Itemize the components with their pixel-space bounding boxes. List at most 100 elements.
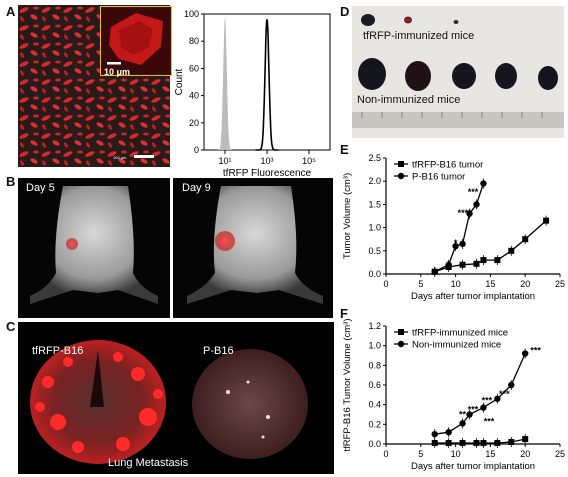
chart-e-point-circle	[459, 240, 466, 248]
panel-label-f: F	[340, 306, 348, 321]
histogram-ytick-label: 0	[194, 145, 199, 155]
chart-f-ytick-label: 0.8	[368, 360, 381, 370]
chart-e-ytick-label: 2.0	[368, 176, 381, 186]
chart-e-legend-label: tfRFP-B16 tumor	[412, 160, 483, 171]
chart-f-significance: ***	[468, 405, 479, 415]
chart-f-significance: ***	[530, 346, 541, 356]
chart-e-xtick-label: 5	[418, 279, 423, 289]
histogram-tfrfp-peak	[255, 19, 279, 151]
chart-f-xtick-label: 10	[451, 449, 461, 459]
immunized-mice-label: tfRFP-immunized mice	[363, 30, 475, 42]
chart-e-point-circle	[452, 242, 459, 250]
histogram-chart: 0 20 40 60 80 100 10¹ 10³ 10⁵ tfRFP Fluorescence…	[174, 9, 331, 177]
chart-f-point-square	[522, 436, 529, 443]
tumors-photo	[352, 6, 564, 138]
chart-e-xlabel: Days after tumor implantation	[411, 291, 535, 302]
chart-e-point-circle	[480, 180, 487, 187]
chart-f-point-circle	[431, 430, 438, 438]
chart-f-legend-label: Non-immunized mice	[412, 340, 501, 351]
microscopy-inset	[100, 6, 172, 76]
panel-label-e: E	[340, 142, 349, 157]
histogram-xlabel: tfRFP Fluorescence	[223, 168, 312, 177]
tumor-non-2	[405, 61, 431, 91]
chart-f-point-square	[459, 440, 466, 447]
chart-e-point-square	[480, 257, 487, 264]
chart-f-legend-marker	[398, 329, 404, 335]
chart-e-ytick-label: 1.0	[368, 223, 381, 233]
day9-label: Day 9	[182, 182, 211, 194]
tumor-immunized-2	[404, 16, 412, 24]
chart-f-point-square	[431, 440, 438, 447]
chart-f-ytick-label: 1.0	[368, 341, 381, 351]
chart-e-ytick-label: 0.0	[368, 269, 381, 279]
chart-f-ytick-label: 0.0	[368, 439, 381, 449]
mouse-image-day9	[173, 178, 333, 318]
chart-e-legend-marker	[397, 172, 405, 180]
chart-e-point-circle	[466, 210, 473, 217]
lung-left-label: tfRFP-B16	[32, 345, 84, 357]
histogram-ylabel: Count	[174, 68, 185, 95]
chart-f-xtick-label: 15	[485, 449, 495, 459]
chart-f-significance: **	[459, 409, 467, 419]
chart-f-significance: ***	[482, 396, 493, 406]
mouse-image-day5	[18, 178, 170, 318]
tumor-immunized-3	[453, 20, 459, 24]
tumor-non-4	[495, 63, 517, 89]
tumor-spot-small	[66, 238, 78, 250]
chart-e-ylabel: Tumor Volume (cm³)	[342, 173, 353, 259]
chart-f-xtick-label: 0	[383, 449, 388, 459]
lung-metastasis-label: Lung Metastasis	[108, 457, 189, 469]
microscopy-image	[18, 5, 170, 167]
chart-e-ytick-label: 2.5	[368, 153, 381, 163]
tumor-non-5	[538, 66, 558, 90]
chart-f-significance: ***	[499, 389, 510, 399]
chart-f-point-circle	[522, 350, 529, 357]
inset-scale-bar	[107, 62, 121, 65]
chart-f-point-square	[494, 440, 501, 447]
chart-f-point-square	[473, 440, 480, 447]
chart-f-ylabel: tfRFP-B16 Tumor Volume (cm³)	[342, 318, 353, 451]
histogram-ytick-label: 20	[189, 118, 199, 128]
histogram-ytick-label: 60	[189, 63, 199, 73]
chart-e-point-square	[508, 247, 515, 254]
chart-f-point-circle	[494, 395, 501, 402]
day5-label: Day 5	[26, 182, 55, 194]
histogram-ytick-label: 80	[189, 36, 199, 46]
chart-e-xtick-label: 15	[485, 279, 495, 289]
histogram-ytick-label: 40	[189, 91, 199, 101]
scale-bar-small	[134, 155, 154, 158]
chart-f-point-circle	[459, 420, 466, 427]
chart-e-legend-marker	[398, 161, 404, 167]
lung-metastasis-image	[18, 322, 334, 474]
chart-e-significance: ****	[458, 208, 473, 218]
chart-f-xlabel: Days after tumor implantation	[411, 461, 535, 472]
chart-e-point-square	[494, 257, 501, 264]
chart-f-significance: ***	[484, 416, 495, 426]
tumor-volume-chart-e: 0.0 0.5 1.0 1.5 2.0 2.5 0 5 10 15 20 25 Days after t…	[342, 153, 565, 302]
tumor-immunized-1	[361, 14, 375, 26]
histogram-xtick-label: 10¹	[218, 156, 231, 166]
panel-label-c: C	[6, 319, 16, 334]
chart-e-point-square	[543, 217, 550, 224]
tumor-spot-large	[215, 231, 235, 251]
panel-label-b: B	[6, 174, 16, 189]
chart-f-point-square	[480, 440, 487, 447]
lung-right-label: P-B16	[203, 345, 234, 357]
chart-f-ytick-label: 0.6	[368, 380, 381, 390]
chart-e-point-circle	[473, 201, 480, 208]
chart-e-legend-label: P-B16 tumor	[412, 172, 465, 183]
chart-f-xtick-label: 25	[555, 449, 565, 459]
panel-label-d: D	[340, 4, 350, 19]
chart-e-xtick-label: 10	[451, 279, 461, 289]
chart-f-ytick-label: 0.2	[368, 419, 381, 429]
lung-p-b16	[192, 349, 308, 459]
chart-e-point-square	[522, 236, 529, 243]
tumor-volume-chart-f: 0.0 0.2 0.4 0.6 0.8 1.0 1.2 0 5 10 15 20 25 Days afte…	[342, 318, 565, 472]
non-immunized-mice-label: Non-immunized mice	[357, 94, 461, 106]
histogram-control-peak	[214, 16, 236, 151]
chart-f-point-circle	[445, 429, 452, 436]
chart-e-point-circle	[445, 261, 452, 268]
chart-f-legend-marker	[397, 340, 405, 348]
inset-scale-label: 10 μm	[104, 67, 131, 77]
tumor-non-3	[452, 63, 476, 89]
